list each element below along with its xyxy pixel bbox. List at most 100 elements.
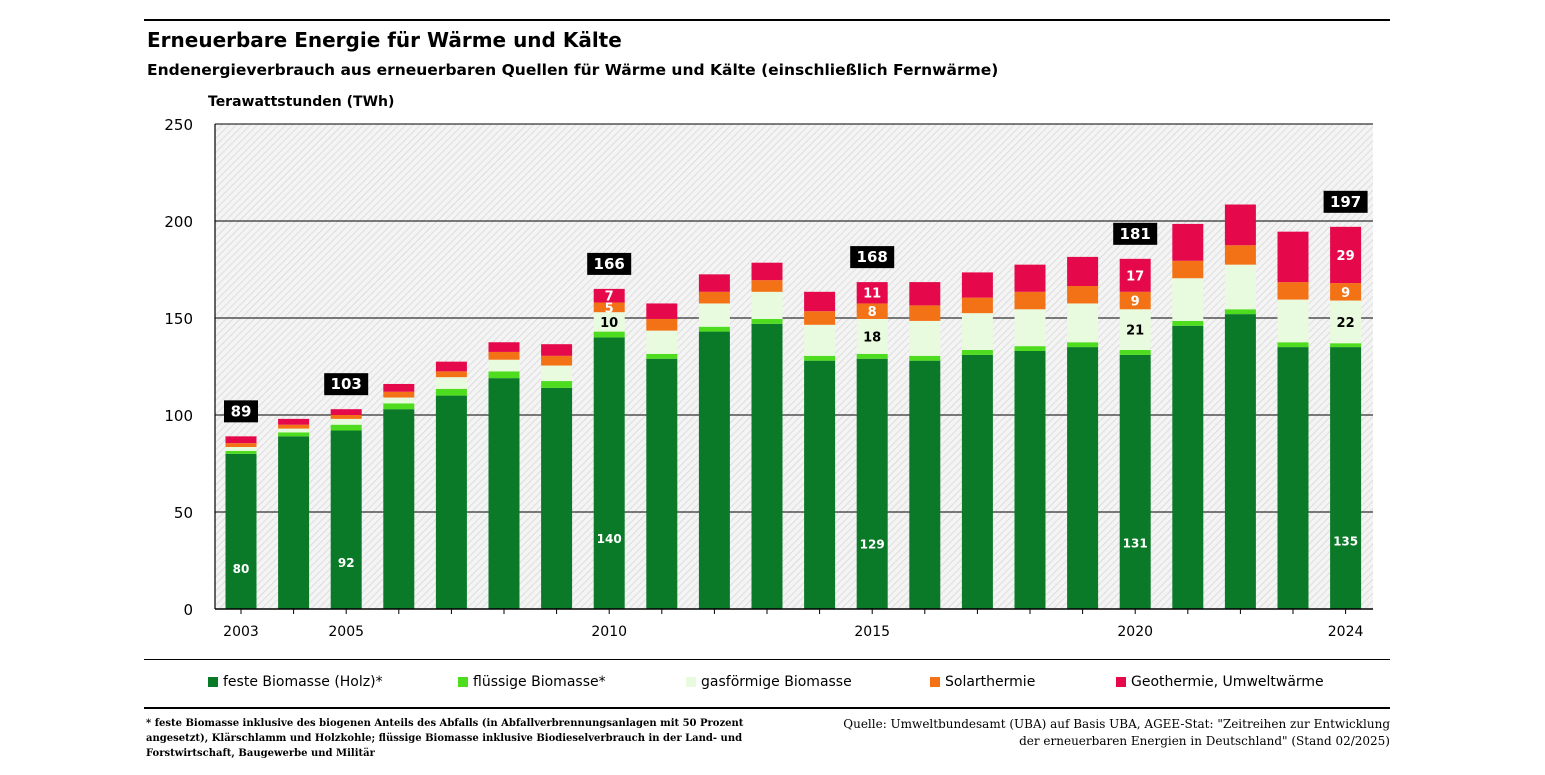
bar-segment bbox=[646, 358, 678, 609]
legend-label: flüssige Biomasse* bbox=[473, 674, 606, 690]
bar-segment bbox=[1119, 354, 1151, 609]
legend-swatch bbox=[686, 677, 696, 687]
y-tick-label: 50 bbox=[174, 504, 193, 522]
bar-segment bbox=[278, 436, 310, 609]
bar-segment bbox=[1277, 299, 1309, 343]
bar-segment bbox=[1330, 347, 1362, 609]
bar-segment bbox=[909, 305, 941, 321]
bar-segment bbox=[1067, 347, 1099, 609]
bar-segment bbox=[1014, 350, 1046, 609]
bar-segment bbox=[1172, 223, 1204, 261]
segment-label: 129 bbox=[860, 537, 885, 551]
bar-segment bbox=[856, 358, 888, 609]
bar-segment bbox=[1224, 264, 1256, 310]
bar-segment bbox=[1067, 256, 1099, 286]
bar-segment bbox=[751, 291, 783, 319]
bar-segment bbox=[278, 432, 310, 437]
bar-segment bbox=[1067, 303, 1099, 343]
bar-segment bbox=[488, 342, 520, 352]
bar-segment bbox=[961, 354, 993, 609]
bar-segment bbox=[1119, 309, 1151, 351]
legend-top-rule bbox=[144, 659, 1390, 660]
total-box bbox=[1113, 222, 1158, 245]
bar-segment bbox=[1067, 342, 1099, 348]
bar-segment bbox=[593, 288, 625, 303]
bar-segment bbox=[383, 391, 415, 398]
legend-swatch bbox=[1116, 677, 1126, 687]
bar-segment bbox=[330, 415, 362, 419]
y-axis-label: Terawattstunden (TWh) bbox=[208, 94, 394, 110]
legend-item: flüssige Biomasse* bbox=[458, 674, 606, 690]
bar-segment bbox=[646, 330, 678, 354]
bar-segment bbox=[541, 365, 573, 382]
bar-segment bbox=[225, 450, 257, 454]
y-tick-label: 200 bbox=[164, 213, 193, 231]
total-box bbox=[1323, 190, 1368, 213]
total-label: 168 bbox=[857, 248, 888, 266]
bar-segment bbox=[909, 360, 941, 609]
bar-segment bbox=[541, 355, 573, 366]
bar-segment bbox=[1172, 278, 1204, 321]
bar-segment bbox=[856, 303, 888, 319]
x-tick-label: 2015 bbox=[854, 624, 890, 640]
legend-label: Geothermie, Umweltwärme bbox=[1131, 674, 1324, 690]
total-box bbox=[324, 373, 369, 396]
bar-segment bbox=[698, 274, 730, 292]
chart-subtitle: Endenergieverbrauch aus erneuerbaren Que… bbox=[147, 61, 999, 79]
legend: feste Biomasse (Holz)* flüssige Biomasse*… bbox=[0, 674, 1545, 694]
bar-segment bbox=[698, 331, 730, 609]
bar-segment bbox=[1277, 231, 1309, 283]
segment-label: 7 bbox=[605, 290, 614, 305]
bar-segment bbox=[1119, 350, 1151, 355]
bar-segment bbox=[961, 313, 993, 351]
bar-segment bbox=[1014, 291, 1046, 310]
bar-segment bbox=[383, 383, 415, 392]
bar-segment bbox=[593, 337, 625, 609]
bar-segment bbox=[435, 395, 467, 609]
bar-segment bbox=[1330, 300, 1362, 344]
bar-segment bbox=[593, 302, 625, 313]
total-label: 197 bbox=[1330, 193, 1361, 211]
bar-segment bbox=[383, 397, 415, 404]
bar-segment bbox=[909, 282, 941, 306]
bar-segment bbox=[541, 344, 573, 356]
bar-segment bbox=[1119, 291, 1151, 310]
total-box bbox=[224, 400, 258, 423]
bar-segment bbox=[646, 353, 678, 359]
y-tick-label: 150 bbox=[164, 310, 193, 328]
legend-item: feste Biomasse (Holz)* bbox=[208, 674, 383, 690]
bar-segment bbox=[1119, 258, 1151, 292]
top-rule bbox=[144, 19, 1390, 21]
footnote: * feste Biomasse inklusive des biogenen … bbox=[146, 718, 744, 759]
segment-label: 10 bbox=[600, 316, 618, 331]
legend-item: Solarthermie bbox=[930, 674, 1035, 690]
segment-label: 17 bbox=[1126, 269, 1144, 284]
bar-segment bbox=[278, 424, 310, 429]
segment-label: 11 bbox=[863, 287, 881, 302]
bar-segment bbox=[278, 428, 310, 433]
bar-segment bbox=[751, 280, 783, 292]
legend-label: Solarthermie bbox=[945, 674, 1036, 690]
bar-segment bbox=[225, 453, 257, 609]
bar-segment bbox=[383, 409, 415, 609]
bar-segment bbox=[1224, 314, 1256, 609]
bar-segment bbox=[1330, 226, 1362, 284]
total-label: 103 bbox=[331, 375, 362, 393]
bar-segment bbox=[1277, 347, 1309, 609]
bar-segment bbox=[435, 371, 467, 378]
segment-label: 131 bbox=[1123, 536, 1148, 550]
segment-label: 18 bbox=[863, 330, 881, 345]
bar-segment bbox=[804, 355, 836, 361]
segment-label: 29 bbox=[1337, 249, 1355, 264]
bar-segment bbox=[646, 303, 678, 319]
total-label: 181 bbox=[1120, 225, 1151, 243]
bar-segment bbox=[1224, 245, 1256, 265]
chart-title: Erneuerbare Energie für Wärme und Kälte bbox=[147, 28, 622, 52]
bar-segment bbox=[330, 424, 362, 431]
bar-segment bbox=[435, 377, 467, 389]
bar-segment bbox=[751, 262, 783, 281]
bar-segment bbox=[856, 282, 888, 304]
x-tick-label: 2003 bbox=[223, 624, 259, 640]
